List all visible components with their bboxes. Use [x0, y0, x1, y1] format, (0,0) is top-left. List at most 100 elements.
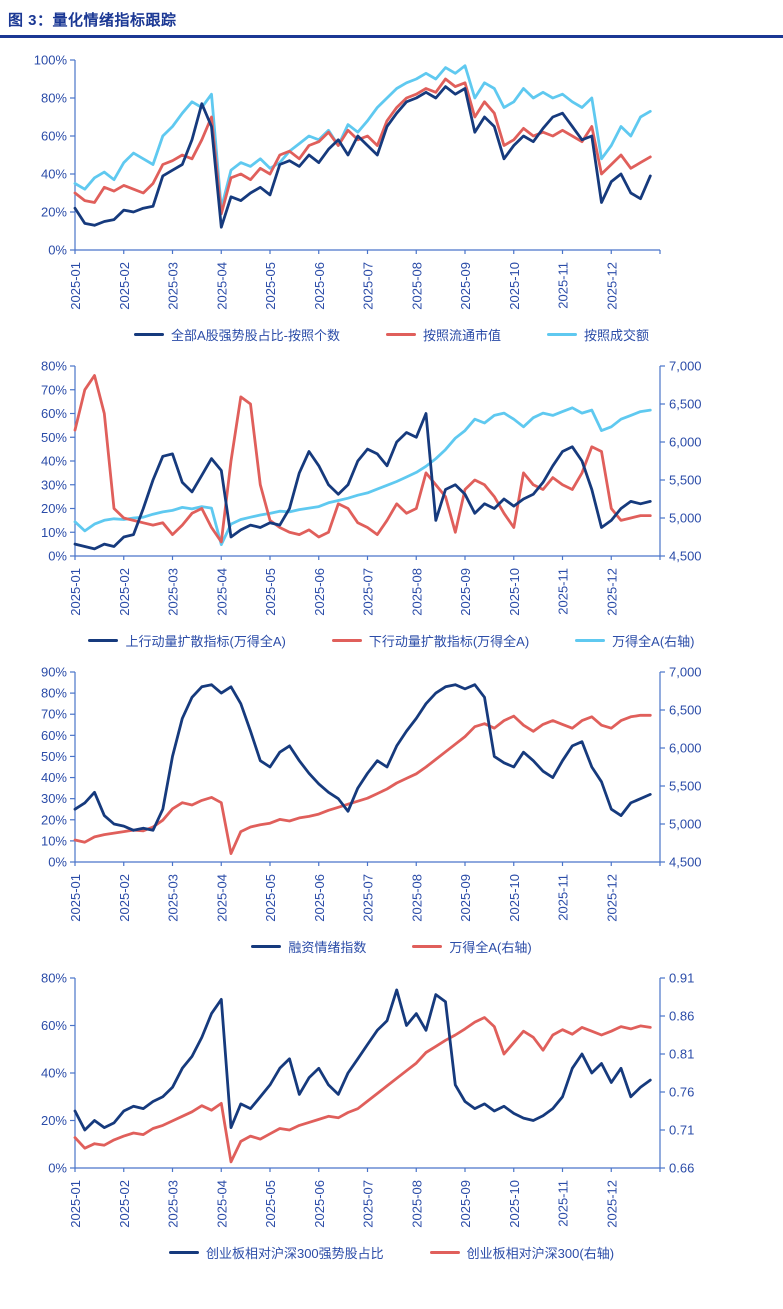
legend-label: 按照流通市值: [422, 328, 501, 343]
x-axis-tick-label: 2025-06: [312, 1180, 327, 1228]
x-axis-tick-label: 2025-05: [263, 874, 278, 922]
x-axis-tick-label: 2025-11: [556, 568, 571, 615]
series-line: [73, 1016, 652, 1164]
x-axis-tick-label: 2025-02: [117, 1180, 132, 1228]
legend-item: 万得全A(右轴): [575, 631, 695, 650]
x-axis-tick-label: 2025-12: [604, 874, 619, 922]
x-axis-tick-label: 2025-08: [409, 1180, 424, 1228]
chart-block-momentum-diffusion: 0% 10% 20% 30% 40% 50% 60% 70% 80% 4,500 5,000 5,50…: [0, 358, 783, 650]
x-axis-tick-label: 2025-02: [117, 262, 132, 310]
legend-label: 下行动量扩散指标(万得全A): [368, 634, 530, 649]
left-axis-tick-label: 60%: [41, 129, 67, 144]
x-axis-tick-label: 2025-07: [361, 568, 376, 616]
x-axis-tick-label: 2025-06: [312, 262, 327, 310]
x-axis-tick-label: 2025-12: [604, 262, 619, 310]
chart-canvas-chinext-vs-hs300: 0% 20% 40% 60% 80% 0.66 0.71 0.76 0.81 0.86 0.91 20…: [41, 971, 694, 1228]
right-axis-tick-label: 5,000: [669, 817, 702, 832]
x-axis-tick-label: 2025-04: [214, 874, 229, 922]
left-axis-tick-label: 80%: [41, 91, 67, 106]
x-axis-tick-label: 2025-12: [604, 1180, 619, 1228]
legend-item: 下行动量扩散指标(万得全A): [331, 631, 530, 650]
right-axis-tick-label: 5,500: [669, 779, 702, 794]
right-axis-tick-label: 6,000: [669, 435, 702, 450]
right-axis-tick-label: 4,500: [669, 855, 702, 870]
x-axis-tick-label: 2025-05: [263, 1180, 278, 1228]
series-line: [73, 85, 652, 229]
legend-label: 创业板相对沪深300(右轴): [466, 1246, 615, 1261]
right-axis-tick-label: 7,000: [669, 359, 702, 374]
x-axis-tick-label: 2025-04: [214, 262, 229, 310]
left-axis-tick-label: 10%: [41, 525, 67, 540]
legend-momentum-diffusion: 上行动量扩散指标(万得全A) 下行动量扩散指标(万得全A) 万得全A(右轴): [0, 631, 783, 650]
x-axis-tick-label: 2025-08: [409, 568, 424, 616]
x-axis-tick-label: 2025-09: [458, 262, 473, 310]
legend-swatch-line: [133, 332, 164, 337]
legend-label: 万得全A(右轴): [449, 940, 532, 955]
legend-financing-sentiment: 融资情绪指数 万得全A(右轴): [0, 937, 783, 956]
left-axis-tick-label: 60%: [41, 406, 67, 421]
left-axis-tick-label: 80%: [41, 971, 67, 986]
legend-label: 全部A股强势股占比-按照个数: [170, 328, 340, 343]
legend-swatch-line: [429, 1250, 460, 1255]
legend-swatch-line: [547, 332, 577, 337]
series-line: [73, 406, 652, 547]
x-axis-tick-label: 2025-07: [361, 262, 376, 310]
left-axis-tick-label: 20%: [41, 812, 67, 827]
legend-swatch-line: [88, 638, 119, 643]
left-axis-tick-label: 50%: [41, 749, 67, 764]
x-axis-tick-label: 2025-08: [409, 874, 424, 922]
x-axis-tick-label: 2025-09: [458, 568, 473, 616]
x-axis-tick-label: 2025-11: [556, 1180, 571, 1227]
series-line: [73, 988, 652, 1132]
right-axis-tick-label: 0.66: [669, 1161, 694, 1176]
left-axis-tick-label: 70%: [41, 707, 67, 722]
series-line: [73, 64, 652, 210]
legend-item: 融资情绪指数: [251, 937, 366, 956]
x-axis-tick-label: 2025-04: [214, 568, 229, 616]
left-axis-tick-label: 0%: [48, 549, 67, 564]
legend-item: 创业板相对沪深300(右轴): [429, 1243, 615, 1262]
x-axis-tick-label: 2025-01: [68, 262, 83, 310]
left-axis-tick-label: 80%: [41, 359, 67, 374]
x-axis-tick-label: 2025-10: [507, 568, 522, 616]
chart-canvas-financing-sentiment: 0% 10% 20% 30% 40% 50% 60% 70% 80% 90% 4,500 5,000 5…: [41, 665, 702, 922]
x-axis-tick-label: 2025-03: [166, 1180, 181, 1228]
right-axis-tick-label: 6,000: [669, 741, 702, 756]
left-axis-tick-label: 0%: [48, 855, 67, 870]
left-axis-tick-label: 0%: [48, 1161, 67, 1176]
legend-all-a-strong-stock-ratio: 全部A股强势股占比-按照个数 按照流通市值 按照成交额: [0, 325, 783, 344]
x-axis-tick-label: 2025-04: [214, 1180, 229, 1228]
x-axis-tick-label: 2025-10: [507, 1180, 522, 1228]
legend-label: 按照成交额: [584, 328, 650, 343]
legend-swatch-line: [331, 638, 362, 643]
right-axis-tick-label: 0.81: [669, 1047, 694, 1062]
left-axis-tick-label: 30%: [41, 477, 67, 492]
chart-canvas-all-a-strong-stock-ratio: 0% 20% 40% 60% 80% 100% 2025-01 2025-02 2025-03 2…: [34, 53, 661, 310]
right-axis-tick-label: 7,000: [669, 665, 702, 680]
left-axis-tick-label: 50%: [41, 430, 67, 445]
legend-swatch-line: [412, 944, 443, 949]
x-axis-tick-label: 2025-03: [166, 568, 181, 616]
chart-block-all-a-strong-stock-ratio: 0% 20% 40% 60% 80% 100% 2025-01 2025-02 2025-03 2…: [0, 52, 783, 344]
left-axis-tick-label: 20%: [41, 501, 67, 516]
x-axis-tick-label: 2025-06: [312, 874, 327, 922]
legend-chinext-vs-hs300: 创业板相对沪深300强势股占比 创业板相对沪深300(右轴): [0, 1243, 783, 1262]
left-axis-tick-label: 80%: [41, 686, 67, 701]
page-title: 图 3：量化情绪指标跟踪: [8, 12, 177, 29]
left-axis-tick-label: 60%: [41, 728, 67, 743]
x-axis-tick-label: 2025-09: [458, 874, 473, 922]
right-axis-tick-label: 5,000: [669, 511, 702, 526]
left-axis-tick-label: 20%: [41, 205, 67, 220]
series-line: [73, 412, 652, 551]
x-axis-tick-label: 2025-08: [409, 262, 424, 310]
series-line: [73, 683, 652, 832]
series-line: [73, 713, 652, 856]
legend-item: 上行动量扩散指标(万得全A): [88, 631, 286, 650]
x-axis-tick-label: 2025-05: [263, 568, 278, 616]
left-axis-tick-label: 30%: [41, 791, 67, 806]
legend-swatch-line: [385, 332, 416, 337]
legend-swatch-line: [168, 1250, 199, 1255]
x-axis-tick-label: 2025-06: [312, 568, 327, 616]
left-axis-tick-label: 70%: [41, 382, 67, 397]
legend-label: 万得全A(右轴): [612, 634, 695, 649]
